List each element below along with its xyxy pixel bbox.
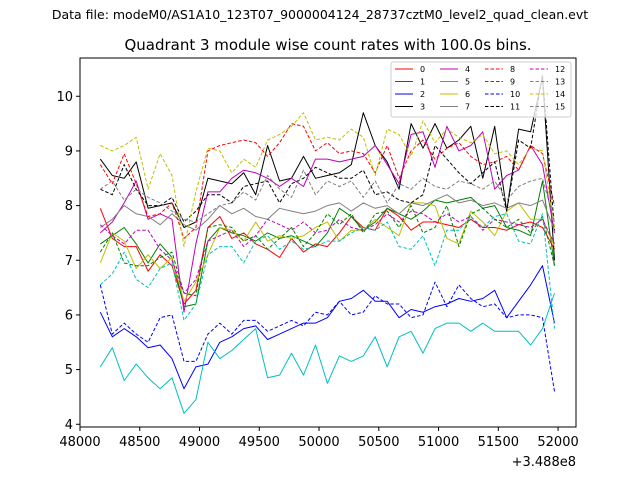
- legend-label-13: 13: [555, 78, 565, 87]
- legend-label-12: 12: [555, 65, 565, 74]
- series-line-9: [99, 205, 555, 297]
- legend-label-5: 5: [465, 78, 470, 87]
- y-tick-label: 7: [65, 254, 73, 269]
- series-line-8: [99, 123, 555, 239]
- y-tick-label: 5: [65, 363, 73, 378]
- legend-label-9: 9: [510, 78, 515, 87]
- x-axis: 48000 48500 49000 49500 50000 50500 51000 51500…: [59, 427, 579, 450]
- legend-label-8: 8: [510, 65, 515, 74]
- data-file-caption: Data file: modeM0/AS1A10_123T07_90000041…: [51, 7, 589, 22]
- x-offset-label: +3.488e8: [512, 455, 576, 470]
- series-line-10: [99, 281, 555, 392]
- series-line-1: [100, 180, 555, 308]
- chart-title: Quadrant 3 module wise count rates with …: [124, 36, 531, 54]
- legend-label-6: 6: [465, 90, 470, 99]
- legend-label-15: 15: [555, 103, 565, 112]
- x-tick-label: 50500: [358, 435, 399, 450]
- y-tick-label: 6: [65, 308, 73, 323]
- legend-label-14: 14: [555, 90, 565, 99]
- x-tick-label: 51500: [478, 435, 519, 450]
- legend-label-0: 0: [420, 65, 425, 74]
- series-line-12: [99, 210, 555, 294]
- x-tick-label: 49500: [239, 435, 280, 450]
- y-tick-label: 10: [56, 90, 73, 105]
- legend-label-4: 4: [465, 65, 470, 74]
- x-tick-label: 49000: [179, 435, 220, 450]
- series-line-11: [100, 73, 555, 231]
- legend-label-1: 1: [420, 78, 425, 87]
- series-line-15: [100, 169, 555, 223]
- series-line-5: [99, 292, 555, 414]
- series-lines: [99, 73, 555, 414]
- x-tick-label: 51000: [418, 435, 459, 450]
- y-tick-label: 9: [65, 144, 73, 159]
- series-line-2: [99, 265, 555, 390]
- legend-label-7: 7: [465, 103, 470, 112]
- series-line-0: [99, 207, 555, 305]
- legend-box: [390, 61, 572, 118]
- series-line-3: [99, 76, 555, 261]
- series-line-14: [100, 112, 555, 248]
- y-tick-label: 4: [65, 418, 73, 433]
- y-axis: 4 5 6 7 8 9 10: [56, 90, 80, 433]
- legend-label-2: 2: [420, 90, 425, 99]
- y-tick-label: 8: [65, 199, 73, 214]
- series-line-13: [99, 213, 555, 329]
- x-tick-label: 52000: [537, 435, 578, 450]
- plot-frame: [79, 57, 577, 428]
- x-tick-label: 48000: [59, 435, 100, 450]
- series-line-7: [100, 194, 555, 231]
- series-line-4: [99, 125, 555, 313]
- legend-label-11: 11: [510, 103, 520, 112]
- legend-label-10: 10: [510, 90, 520, 99]
- x-tick-label: 48500: [119, 435, 160, 450]
- legend-label-3: 3: [420, 103, 425, 112]
- x-tick-label: 50000: [298, 435, 339, 450]
